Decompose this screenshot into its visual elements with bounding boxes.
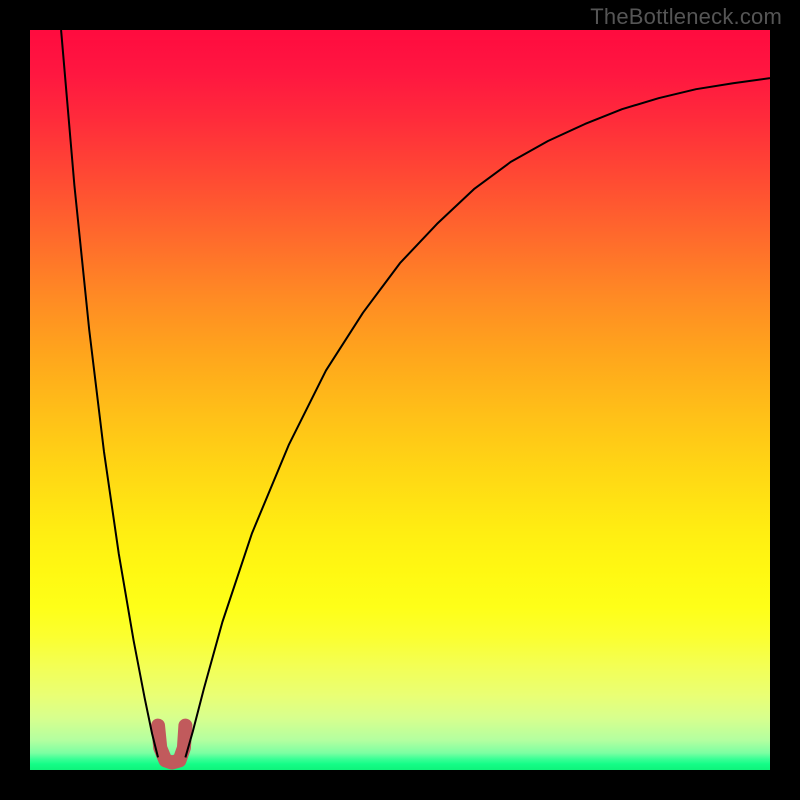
watermark-text: TheBottleneck.com: [590, 4, 782, 30]
gradient-panel: [30, 30, 770, 770]
bottleneck-chart: [0, 0, 800, 800]
chart-container: TheBottleneck.com: [0, 0, 800, 800]
